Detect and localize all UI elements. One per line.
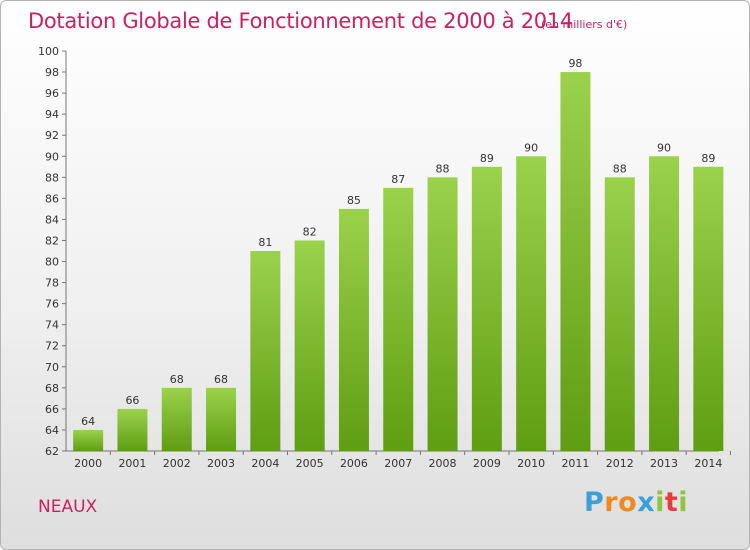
x-tick-label: 2008: [429, 457, 457, 470]
value-label-2000: 64: [81, 415, 95, 428]
bar-2005: [294, 240, 325, 451]
x-tick-label: 2005: [296, 457, 324, 470]
x-tick-label: 2004: [251, 457, 279, 470]
y-tick-label: 68: [45, 382, 59, 395]
logo-letter: t: [664, 487, 679, 518]
x-tick-label: 2013: [650, 457, 678, 470]
y-tick-label: 86: [45, 192, 59, 205]
y-tick-label: 98: [45, 66, 59, 79]
value-label-2006: 85: [347, 194, 361, 207]
bar-2014: [693, 166, 724, 451]
bar-2004: [250, 251, 281, 451]
logo-letter: x: [637, 487, 656, 518]
bar-2010: [516, 156, 547, 451]
x-tick-label: 2014: [694, 457, 722, 470]
chart-title: Dotation Globale de Fonctionnement de 20…: [28, 9, 573, 33]
bar-2011: [560, 72, 591, 451]
bar-2001: [117, 408, 148, 451]
y-tick-label: 100: [38, 45, 59, 58]
bar-2008: [427, 177, 458, 451]
y-tick-label: 62: [45, 445, 59, 458]
y-tick-label: 70: [45, 361, 59, 374]
logo-letter: P: [584, 487, 605, 518]
value-labels: 64 66 68 68 81 82 85 87 88 89 90 98 88 90 89: [81, 57, 715, 428]
x-tick-label: 2001: [118, 457, 146, 470]
bars: [73, 72, 724, 451]
value-label-2001: 66: [125, 394, 139, 407]
chart-subtitle: (en milliers d'€): [541, 18, 628, 31]
bar-2006: [338, 208, 369, 451]
y-tick-label: 78: [45, 277, 59, 290]
value-label-2011: 98: [568, 57, 582, 70]
y-tick-label: 76: [45, 298, 59, 311]
value-label-2002: 68: [170, 373, 184, 386]
logo-letter: i: [655, 487, 665, 518]
y-tick-label: 94: [45, 108, 59, 121]
y-tick-label: 88: [45, 171, 59, 184]
bar-2003: [206, 387, 237, 451]
y-tick-label: 72: [45, 340, 59, 353]
y-tick-label: 84: [45, 213, 59, 226]
y-tick-label: 82: [45, 234, 59, 247]
x-tick-label: 2006: [340, 457, 368, 470]
x-tick-label: 2002: [163, 457, 191, 470]
value-label-2010: 90: [524, 141, 538, 154]
y-tick-label: 64: [45, 424, 59, 437]
x-tick-label: 2007: [384, 457, 412, 470]
value-label-2005: 82: [303, 225, 317, 238]
bar-2013: [649, 156, 680, 451]
bar-2000: [73, 429, 104, 451]
value-label-2009: 89: [480, 152, 494, 165]
commune-name: NEAUX: [38, 497, 98, 517]
y-tick-label: 66: [45, 403, 59, 416]
value-label-2013: 90: [657, 141, 671, 154]
logo-letter: i: [678, 487, 689, 518]
value-label-2008: 88: [436, 162, 450, 175]
x-tick-label: 2010: [517, 457, 545, 470]
y-tick-label: 74: [45, 319, 59, 332]
y-tick-label: 92: [45, 129, 59, 142]
bar-2012: [604, 177, 635, 451]
y-tick-label: 90: [45, 150, 59, 163]
proxiti-logo: Proxiti: [584, 487, 688, 518]
value-label-2004: 81: [258, 236, 272, 249]
x-tick-label: 2012: [606, 457, 634, 470]
x-tick-label: 2003: [207, 457, 235, 470]
axes: 62 64 66 68 70 72 74 76 78 80 82 84 86 88 90 92 94 96 98 10…: [38, 45, 731, 470]
logo-letter: r: [604, 487, 619, 518]
value-label-2007: 87: [391, 173, 405, 186]
bar-2002: [161, 387, 192, 451]
logo-letter: o: [618, 487, 638, 518]
value-label-2003: 68: [214, 373, 228, 386]
bar-2007: [383, 187, 414, 451]
x-tick-label: 2009: [473, 457, 501, 470]
y-tick-label: 96: [45, 87, 59, 100]
x-tick-label: 2011: [561, 457, 589, 470]
value-label-2014: 89: [701, 152, 715, 165]
bar-2009: [471, 166, 502, 451]
value-label-2012: 88: [613, 162, 627, 175]
y-tick-label: 80: [45, 256, 59, 269]
x-tick-label: 2000: [74, 457, 102, 470]
